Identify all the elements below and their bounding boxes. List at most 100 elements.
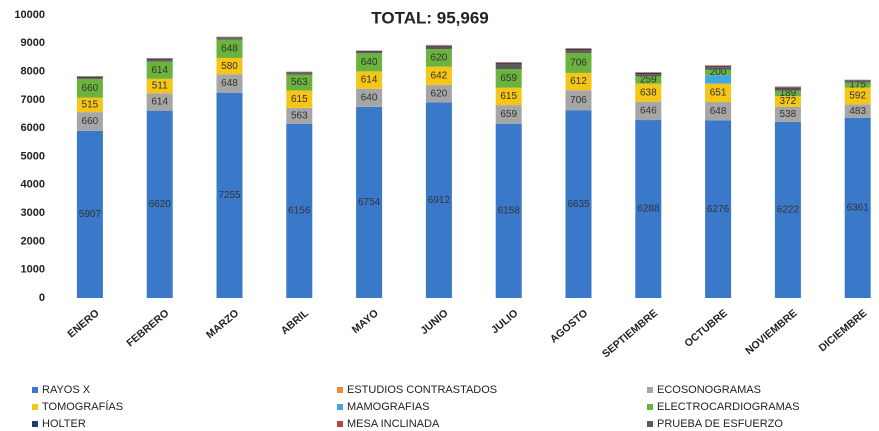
bar-segment — [495, 63, 522, 70]
data-label: 200 — [710, 67, 727, 78]
legend-swatch — [647, 387, 653, 393]
legend-label: ECOSONOGRAMAS — [657, 384, 761, 396]
data-label: 6620 — [149, 199, 172, 210]
data-label: 614 — [361, 75, 378, 86]
data-label: 651 — [710, 87, 727, 98]
data-label: 615 — [291, 94, 308, 105]
x-tick-label: ENERO — [65, 307, 101, 340]
data-label: 6276 — [707, 204, 730, 215]
bar-segment — [146, 59, 173, 62]
bar-segment — [495, 69, 522, 88]
data-label: 6635 — [567, 199, 590, 210]
bar-segment — [286, 107, 313, 124]
bar-segment — [565, 52, 592, 73]
data-label: 515 — [82, 100, 99, 111]
x-tick-label: MARZO — [204, 307, 241, 341]
bar-segment — [146, 61, 173, 79]
data-label: 511 — [152, 81, 168, 92]
x-tick-label: DICIEMBRE — [817, 307, 870, 354]
legend-swatch — [32, 404, 38, 410]
data-label: 706 — [570, 95, 587, 106]
data-label: 6158 — [498, 206, 521, 217]
bar-segment — [844, 81, 871, 83]
data-label: 614 — [151, 65, 168, 76]
bar-segment — [705, 83, 732, 103]
bar-segment — [356, 71, 383, 89]
y-tick-label: 2000 — [21, 235, 45, 247]
y-tick-label: 5000 — [21, 150, 45, 162]
bar-segment — [425, 66, 452, 85]
bar-segment — [76, 77, 103, 79]
y-tick-label: 1000 — [21, 264, 45, 276]
y-tick-label: 6000 — [21, 122, 45, 134]
bar-segment — [286, 74, 313, 91]
data-label: 612 — [570, 76, 587, 87]
x-tick-label: JUNIO — [418, 307, 450, 337]
bar-segment — [76, 97, 103, 113]
bar-segment — [844, 80, 871, 82]
bar-segment — [774, 90, 801, 97]
bar-segment — [146, 93, 173, 111]
data-label: 620 — [431, 53, 448, 64]
bar-segment — [356, 106, 383, 298]
data-label: 640 — [361, 92, 378, 103]
x-tick-label: FEBRERO — [124, 307, 171, 349]
bar-segment — [565, 72, 592, 91]
bar-segment — [146, 110, 173, 299]
chart-title: TOTAL: 95,969 — [371, 8, 488, 27]
bar-segment — [76, 78, 103, 98]
bar-segment — [216, 39, 243, 58]
bar-segment — [76, 130, 103, 298]
bar-segment — [705, 69, 732, 76]
data-label: 660 — [82, 116, 99, 127]
bar-segment — [705, 102, 732, 121]
bar-segment — [565, 48, 592, 51]
data-label: 6156 — [288, 206, 311, 217]
data-label: 648 — [221, 78, 238, 89]
data-label: 563 — [291, 77, 308, 88]
data-label: 642 — [431, 70, 448, 81]
legend-label: RAYOS X — [42, 384, 91, 396]
bar-segment — [356, 88, 383, 107]
data-label: 563 — [291, 110, 308, 121]
x-tick-label: NOVIEMBRE — [743, 307, 799, 357]
x-tick-label: OCTUBRE — [682, 307, 729, 350]
bar-segment — [635, 74, 662, 77]
bar-segment — [774, 121, 801, 299]
bar-segment — [286, 90, 313, 108]
data-label: 620 — [431, 88, 448, 99]
bar-segment — [425, 102, 452, 298]
data-label: 592 — [849, 91, 866, 102]
bar-segment — [705, 67, 732, 70]
bar-segment — [146, 78, 173, 94]
bar-segment — [705, 75, 732, 84]
bar-segment — [635, 76, 662, 84]
bar-segment — [844, 87, 871, 105]
bar-segment — [216, 92, 243, 298]
bar-segment — [146, 58, 173, 60]
legend-swatch — [337, 421, 343, 427]
data-label: 659 — [500, 109, 517, 120]
data-label: 6754 — [358, 197, 381, 208]
data-label: 259 — [640, 75, 657, 86]
data-label: 646 — [640, 106, 657, 117]
bar-segment — [76, 76, 103, 78]
data-label: 189 — [780, 88, 797, 99]
data-label: 6361 — [847, 203, 870, 214]
data-label: 580 — [221, 61, 238, 72]
bar-segment — [844, 82, 871, 88]
legend-swatch — [32, 387, 38, 393]
y-tick-label: 0 — [39, 292, 45, 304]
bar-segment — [356, 50, 383, 52]
bar-segment — [844, 117, 871, 298]
bar-segment — [286, 72, 313, 74]
bar-segment — [425, 84, 452, 103]
data-label: 659 — [500, 73, 517, 84]
y-tick-label: 4000 — [21, 179, 45, 191]
bar-segment — [495, 123, 522, 298]
bar-segment — [356, 51, 383, 54]
data-label: 6912 — [428, 195, 451, 206]
legend-swatch — [337, 387, 343, 393]
bar-segment — [76, 112, 103, 131]
data-label: 372 — [780, 96, 797, 107]
